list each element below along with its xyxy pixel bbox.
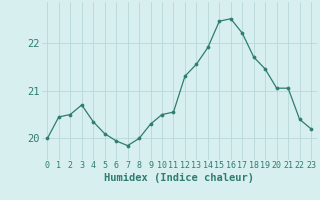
X-axis label: Humidex (Indice chaleur): Humidex (Indice chaleur) — [104, 173, 254, 183]
